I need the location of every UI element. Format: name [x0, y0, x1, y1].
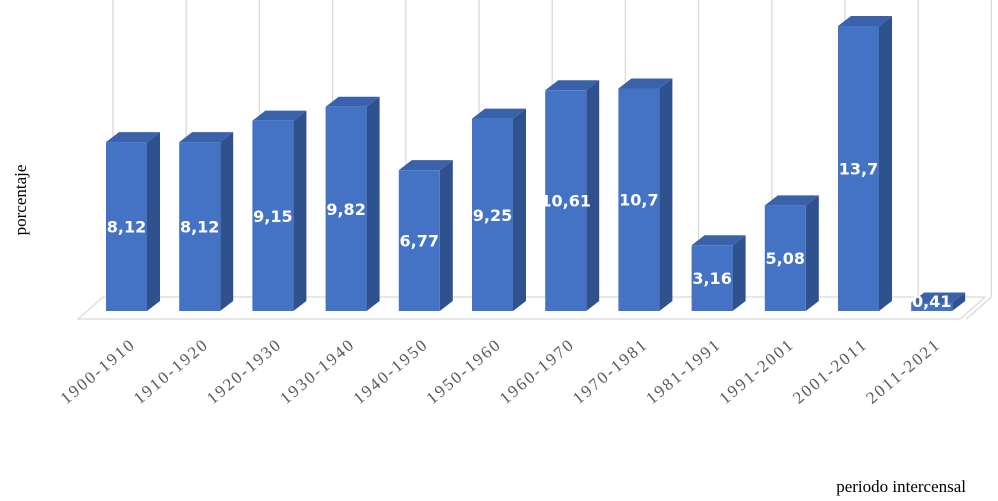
bar-side [513, 108, 526, 311]
bar-side [366, 96, 380, 311]
bar-top [691, 235, 746, 246]
bar-front [179, 142, 221, 311]
bar-1940-1950 [398, 160, 453, 311]
bar-front [618, 88, 660, 311]
bar-front [838, 26, 879, 311]
x-tick-label: 1960-1970 [496, 335, 578, 408]
bar-1900-1910 [106, 132, 160, 311]
x-tick-label: 2001-2011 [789, 335, 871, 408]
bar-1920-1930 [252, 110, 307, 312]
bars [106, 16, 966, 312]
x-tick-label: 1940-1950 [349, 335, 431, 408]
bar-1960-1970 [545, 80, 600, 311]
data-label: 3,16 [692, 269, 731, 288]
bar-top [179, 132, 234, 143]
bar-1970-1981 [618, 78, 673, 311]
bar-2011-2021 [911, 292, 966, 311]
bar-top [106, 132, 160, 143]
bar-front [545, 90, 587, 311]
bar-side [586, 80, 600, 311]
bar-side [293, 110, 307, 312]
bar-top [618, 78, 673, 89]
bar-2001-2011 [838, 16, 892, 311]
bar-side [879, 16, 892, 311]
bar-1910-1920 [179, 132, 234, 311]
gridline-floor [965, 296, 992, 320]
x-tick-labels: 1900-19101910-19201920-19301930-19401940… [57, 335, 945, 408]
y-axis-label: porcentaje [11, 165, 30, 236]
data-label: 0,41 [912, 292, 951, 311]
data-label: 5,08 [766, 249, 805, 268]
bar-side [732, 235, 746, 311]
x-tick-label: 1991-2001 [715, 335, 797, 408]
data-label: 8,12 [180, 218, 219, 237]
bar-top [472, 108, 526, 119]
bar-front [911, 302, 953, 311]
bar-1991-2001 [764, 195, 819, 311]
bar-side [220, 132, 234, 311]
x-tick-label: 1930-1940 [276, 335, 358, 408]
x-tick-label: 2011-2021 [862, 335, 944, 408]
bar-top [911, 292, 966, 303]
bar-top [252, 110, 307, 121]
data-label: 9,25 [473, 206, 512, 225]
bar-front [398, 170, 440, 311]
bar-top [398, 160, 453, 171]
bar-top [838, 16, 892, 27]
bar-1930-1940 [325, 96, 380, 311]
x-tick-label: 1920-1930 [203, 335, 285, 408]
bar-front [472, 118, 513, 311]
data-labels: 8,12 8,12 9,15 9,82 6,77 9,25 10,61 10,7 3,16 5,0… [107, 160, 952, 311]
bar-front [325, 106, 367, 311]
bar-front [691, 245, 733, 311]
bar-side [147, 132, 160, 311]
data-label: 10,61 [540, 192, 591, 211]
bar-front [106, 142, 147, 311]
x-tick-label: 1950-1960 [423, 335, 505, 408]
bar-side [952, 292, 966, 311]
data-label: 8,12 [107, 218, 146, 237]
data-label: 13,7 [839, 160, 878, 179]
x-tick-label: 1900-1910 [57, 335, 139, 408]
bar-top [325, 96, 380, 107]
x-tick-label: 1970-1981 [569, 335, 651, 408]
bar-front [764, 205, 806, 311]
data-label: 9,15 [253, 207, 292, 226]
bar-side [439, 160, 453, 311]
bar-side [659, 78, 673, 311]
data-label: 10,7 [619, 191, 658, 210]
data-label: 9,82 [326, 200, 365, 219]
bar-top [545, 80, 600, 91]
x-tick-label: 1910-1920 [130, 335, 212, 408]
x-tick-label: 1981-1991 [642, 335, 724, 408]
bar-side [805, 195, 819, 311]
data-label: 6,77 [400, 232, 439, 251]
x-axis-label: periodo intercensal [836, 477, 966, 496]
chart-floor [76, 296, 987, 320]
floor-plane [76, 296, 987, 320]
bar-1950-1960 [472, 108, 526, 311]
bar-front [252, 120, 294, 312]
bar-1981-1991 [691, 235, 746, 311]
bar-top [764, 195, 819, 206]
